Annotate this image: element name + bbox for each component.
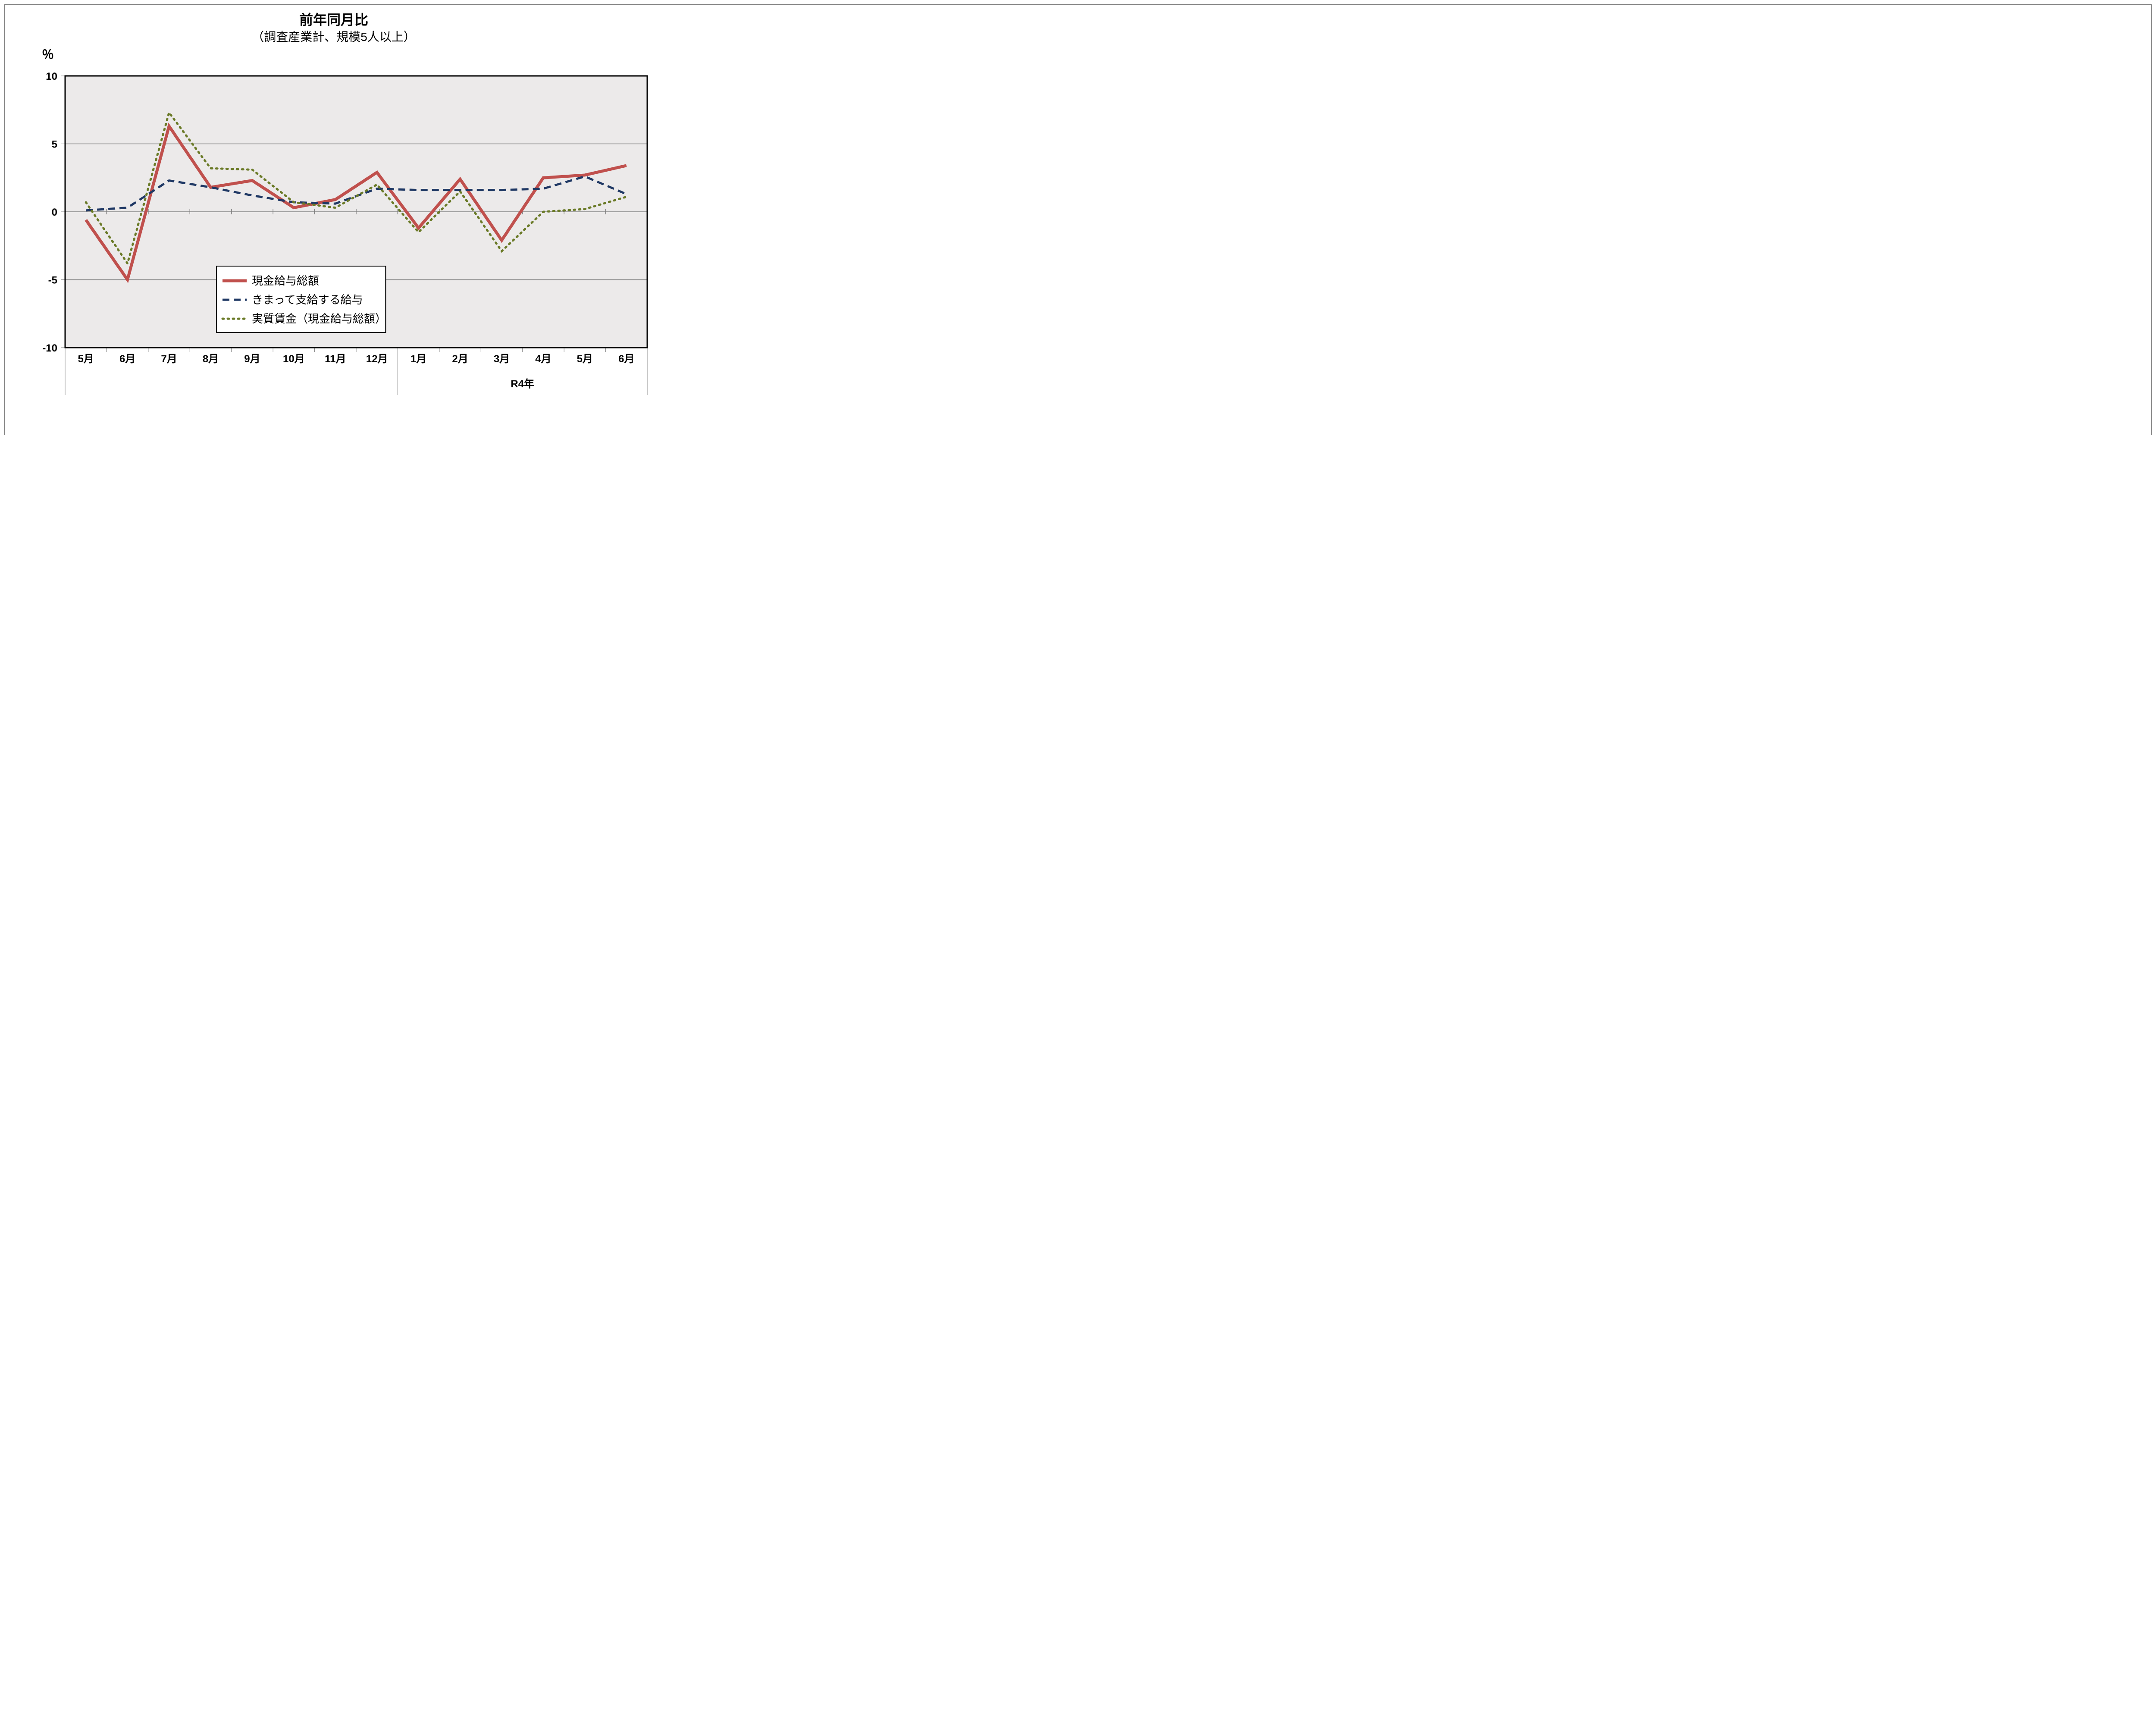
y-tick-label: 5 <box>52 139 57 151</box>
chart-subtitle: （調査産業計、規模5人以上） <box>252 30 416 44</box>
legend-label: きまって支給する給与 <box>252 293 363 306</box>
y-tick-label: 0 <box>52 207 57 218</box>
x-tick-label: 3月 <box>494 353 510 365</box>
y-tick-label: -10 <box>42 342 57 354</box>
x-tick-label: 7月 <box>161 353 177 365</box>
y-axis-unit-label: ％ <box>42 48 54 61</box>
x-tick-label: 10月 <box>283 353 305 365</box>
chart-container: 前年同月比 （調査産業計、規模5人以上） ％ -10 -5 0 5 10 5月 6月 7月 8月 9月 1… <box>4 4 2152 435</box>
x-tick-label: 6月 <box>618 353 634 365</box>
x-tick-label: 8月 <box>203 353 219 365</box>
x-tick-label: 6月 <box>119 353 135 365</box>
legend-label: 実質賃金（現金給与総額） <box>252 312 386 325</box>
y-tick-label: -5 <box>48 275 57 286</box>
chart-title: 前年同月比 <box>299 12 368 28</box>
x-tick-label: 1月 <box>411 353 426 365</box>
legend: 現金給与総額きまって支給する給与実質賃金（現金給与総額） <box>216 266 386 333</box>
x-tick-label: 5月 <box>577 353 593 365</box>
x-tick-label: 9月 <box>244 353 260 365</box>
line-chart: 前年同月比 （調査産業計、規模5人以上） ％ -10 -5 0 5 10 5月 6月 7月 8月 9月 1… <box>5 5 663 435</box>
x-tick-label: 5月 <box>78 353 94 365</box>
x-tick-label: 2月 <box>452 353 468 365</box>
legend-label: 現金給与総額 <box>252 274 319 287</box>
x-tick-label: 11月 <box>325 353 346 365</box>
x-tick-label: 12月 <box>366 353 388 365</box>
x-tick-label: 4月 <box>535 353 551 365</box>
year-label: R4年 <box>511 378 534 390</box>
y-tick-label: 10 <box>46 71 57 82</box>
